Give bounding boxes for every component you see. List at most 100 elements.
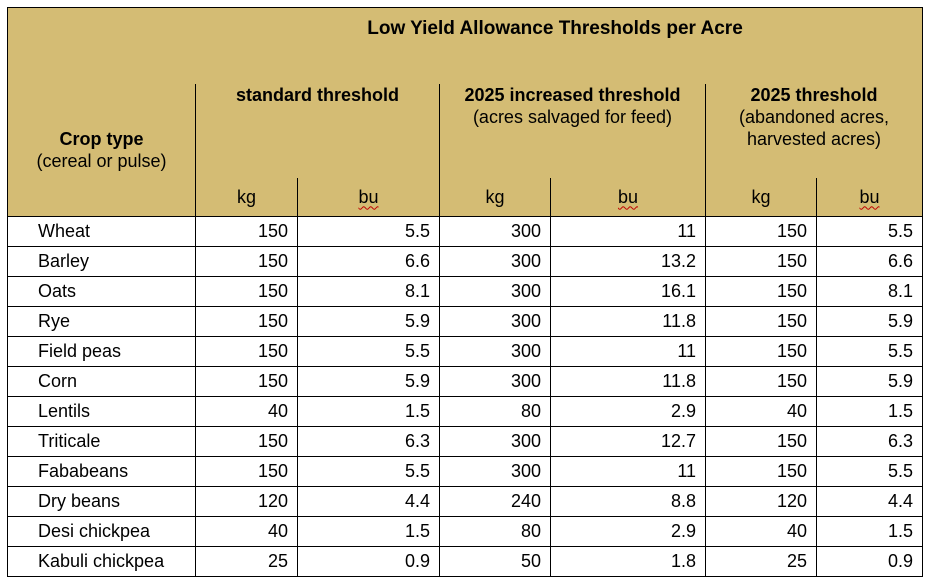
value-cell: 150 [195,456,298,487]
value-cell: 150 [195,366,298,397]
table-row: Triticale 150 6.3 300 12.7 150 6.3 [7,426,924,457]
value-cell: 240 [439,486,551,517]
value-cell: 16.1 [550,276,706,307]
value-cell: 150 [195,336,298,367]
value-cell: 150 [195,246,298,277]
unit-header-bu: bu [550,178,706,217]
group-header-line3: harvested acres) [746,129,882,149]
value-cell: 5.5 [815,456,924,487]
value-cell: 300 [439,246,551,277]
group-header-increased: 2025 increased threshold (acres salvaged… [439,84,706,178]
value-cell: 11 [550,336,706,367]
value-cell: 40 [195,396,298,427]
value-cell: 300 [439,366,551,397]
low-yield-threshold-table: Low Yield Allowance Thresholds per Acre … [7,7,924,577]
value-cell: 5.5 [815,216,924,247]
value-cell: 300 [439,306,551,337]
value-cell: 0.9 [297,546,440,577]
value-cell: 8.8 [550,486,706,517]
value-cell: 40 [705,516,817,547]
group-header-line1: 2025 increased threshold [464,85,681,105]
value-cell: 2.9 [550,516,706,547]
value-cell: 13.2 [550,246,706,277]
value-cell: 150 [195,276,298,307]
value-cell: 5.9 [815,306,924,337]
value-cell: 40 [705,396,817,427]
table-row: Barley 150 6.6 300 13.2 150 6.6 [7,246,924,277]
crop-name-cell: Dry beans [7,486,196,517]
threshold-table-container: Low Yield Allowance Thresholds per Acre … [7,7,924,577]
value-cell: 300 [439,336,551,367]
value-cell: 150 [705,426,817,457]
crop-type-header: Crop type (cereal or pulse) [7,84,196,217]
crop-header-line2: (cereal or pulse) [36,151,167,171]
unit-header-kg: kg [705,178,817,217]
value-cell: 11 [550,456,706,487]
crop-header-line1: Crop type [59,129,144,149]
table-row: Dry beans 120 4.4 240 8.8 120 4.4 [7,486,924,517]
value-cell: 6.3 [297,426,440,457]
table-row: Oats 150 8.1 300 16.1 150 8.1 [7,276,924,307]
value-cell: 11.8 [550,366,706,397]
group-header-line1: standard threshold [235,85,400,105]
table-row: Fababeans 150 5.5 300 11 150 5.5 [7,456,924,487]
table-row: Desi chickpea 40 1.5 80 2.9 40 1.5 [7,516,924,547]
value-cell: 150 [705,306,817,337]
crop-name-cell: Fababeans [7,456,196,487]
value-cell: 150 [195,216,298,247]
value-cell: 1.5 [815,516,924,547]
group-header-standard: standard threshold [195,84,440,178]
value-cell: 4.4 [815,486,924,517]
value-cell: 300 [439,276,551,307]
crop-name-cell: Kabuli chickpea [7,546,196,577]
value-cell: 0.9 [815,546,924,577]
value-cell: 120 [705,486,817,517]
value-cell: 150 [705,276,817,307]
unit-header-bu: bu [297,178,440,217]
value-cell: 8.1 [297,276,440,307]
unit-header-bu: bu [816,178,923,217]
value-cell: 120 [195,486,298,517]
crop-name-cell: Desi chickpea [7,516,196,547]
crop-name-cell: Corn [7,366,196,397]
value-cell: 150 [195,426,298,457]
value-cell: 1.5 [297,396,440,427]
value-cell: 6.3 [815,426,924,457]
value-cell: 5.9 [815,366,924,397]
crop-name-cell: Oats [7,276,196,307]
unit-header-kg: kg [439,178,551,217]
value-cell: 80 [439,396,551,427]
value-cell: 300 [439,456,551,487]
value-cell: 11.8 [550,306,706,337]
value-cell: 5.5 [815,336,924,367]
crop-name-cell: Triticale [7,426,196,457]
value-cell: 8.1 [815,276,924,307]
table-row: Lentils 40 1.5 80 2.9 40 1.5 [7,396,924,427]
value-cell: 300 [439,426,551,457]
value-cell: 300 [439,216,551,247]
unit-header-kg: kg [195,178,298,217]
value-cell: 25 [195,546,298,577]
value-cell: 5.5 [297,336,440,367]
crop-name-cell: Wheat [7,216,196,247]
value-cell: 11 [550,216,706,247]
value-cell: 150 [705,456,817,487]
value-cell: 25 [705,546,817,577]
table-row: Kabuli chickpea 25 0.9 50 1.8 25 0.9 [7,546,924,577]
table-row: Corn 150 5.9 300 11.8 150 5.9 [7,366,924,397]
table-row: Field peas 150 5.5 300 11 150 5.5 [7,336,924,367]
value-cell: 150 [705,336,817,367]
crop-name-cell: Rye [7,306,196,337]
value-cell: 80 [439,516,551,547]
table-row: Rye 150 5.9 300 11.8 150 5.9 [7,306,924,337]
value-cell: 5.5 [297,456,440,487]
value-cell: 5.9 [297,366,440,397]
crop-name-cell: Field peas [7,336,196,367]
value-cell: 6.6 [815,246,924,277]
table-title: Low Yield Allowance Thresholds per Acre [7,7,923,84]
value-cell: 150 [705,366,817,397]
crop-name-cell: Barley [7,246,196,277]
group-header-2025: 2025 threshold (abandoned acres, harvest… [705,84,923,178]
value-cell: 5.5 [297,216,440,247]
value-cell: 4.4 [297,486,440,517]
